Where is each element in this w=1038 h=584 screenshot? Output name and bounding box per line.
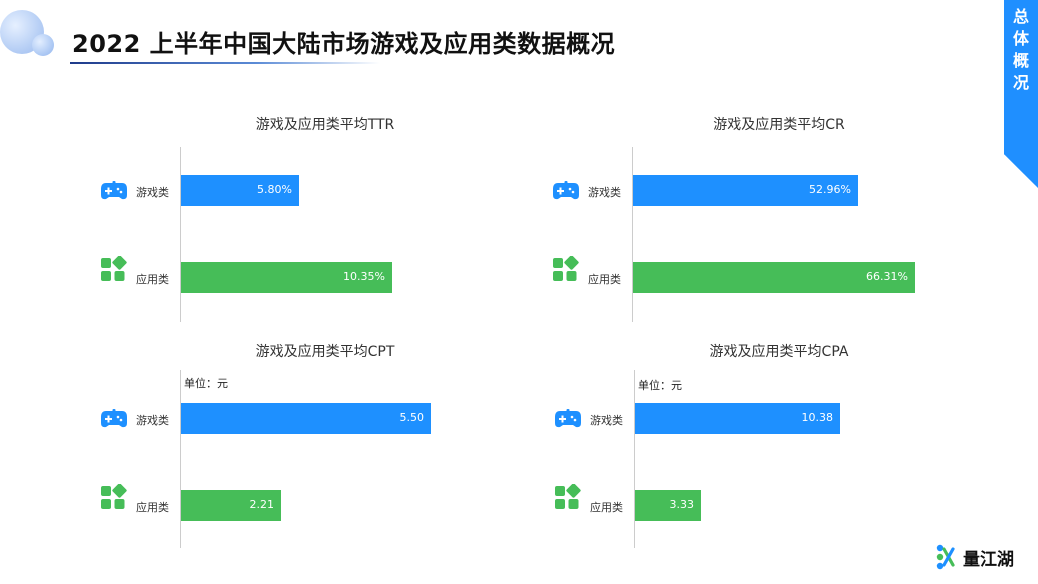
category-label: 游戏类 <box>590 414 623 427</box>
brand-logo: 量江湖 <box>935 544 1014 570</box>
bar-app: 2.21 <box>181 490 281 521</box>
category-label: 应用类 <box>588 273 621 286</box>
chart-title: 游戏及应用类平均CPA <box>709 344 849 360</box>
category-label: 应用类 <box>590 501 623 514</box>
bar-app: 10.35% <box>181 262 392 293</box>
bubble-small <box>32 34 54 56</box>
bar-value-label: 3.33 <box>669 498 695 511</box>
bar-value-label: 10.35% <box>343 270 385 283</box>
side-tab-char: 体 <box>1012 29 1029 48</box>
page-title: 2022 上半年中国大陆市场游戏及应用类数据概况 <box>72 30 616 58</box>
gamepad-icon <box>552 181 580 205</box>
bar-value-label: 2.21 <box>249 498 275 511</box>
side-tab-char: 概 <box>1012 51 1029 70</box>
bar-app: 3.33 <box>635 490 701 521</box>
chart-unit-label: 单位：元 <box>184 377 228 390</box>
bar-game: 5.80% <box>181 175 299 206</box>
side-tab-label: 总 体 概 况 <box>1004 6 1038 94</box>
app-grid-icon <box>552 255 580 286</box>
side-tab-char: 况 <box>1012 73 1029 92</box>
chart-axis-line <box>180 370 181 548</box>
gamepad-icon <box>100 181 128 205</box>
category-label: 游戏类 <box>588 186 621 199</box>
chart-unit-label: 单位：元 <box>638 379 682 392</box>
chart-axis-line <box>632 147 633 322</box>
chart-title: 游戏及应用类平均TTR <box>255 117 395 133</box>
bar-value-label: 5.50 <box>399 411 425 424</box>
side-tab: 总 体 概 况 <box>1004 0 1038 188</box>
side-tab-char: 总 <box>1012 7 1029 26</box>
bar-game: 10.38 <box>635 403 840 434</box>
app-grid-icon <box>100 255 128 286</box>
chart-axis-line <box>634 370 635 548</box>
bar-value-label: 66.31% <box>866 270 908 283</box>
app-grid-icon <box>554 483 582 514</box>
bar-value-label: 10.38 <box>801 411 834 424</box>
gamepad-icon <box>554 409 582 433</box>
gamepad-icon <box>100 409 128 433</box>
brand-name: 量江湖 <box>963 549 1014 570</box>
app-grid-icon <box>100 483 128 514</box>
category-label: 游戏类 <box>136 414 169 427</box>
chart-title: 游戏及应用类平均CR <box>713 117 845 133</box>
chart-title: 游戏及应用类平均CPT <box>255 344 395 360</box>
category-label: 应用类 <box>136 273 169 286</box>
decorative-bubbles <box>0 10 60 60</box>
bar-game: 5.50 <box>181 403 431 434</box>
bar-game: 52.96% <box>633 175 858 206</box>
bar-app: 66.31% <box>633 262 915 293</box>
bar-value-label: 52.96% <box>809 183 851 196</box>
category-label: 应用类 <box>136 501 169 514</box>
title-underline <box>70 62 380 64</box>
category-label: 游戏类 <box>136 186 169 199</box>
bar-value-label: 5.80% <box>257 183 292 196</box>
brand-mark-icon <box>936 544 955 570</box>
chart-axis-line <box>180 147 181 322</box>
